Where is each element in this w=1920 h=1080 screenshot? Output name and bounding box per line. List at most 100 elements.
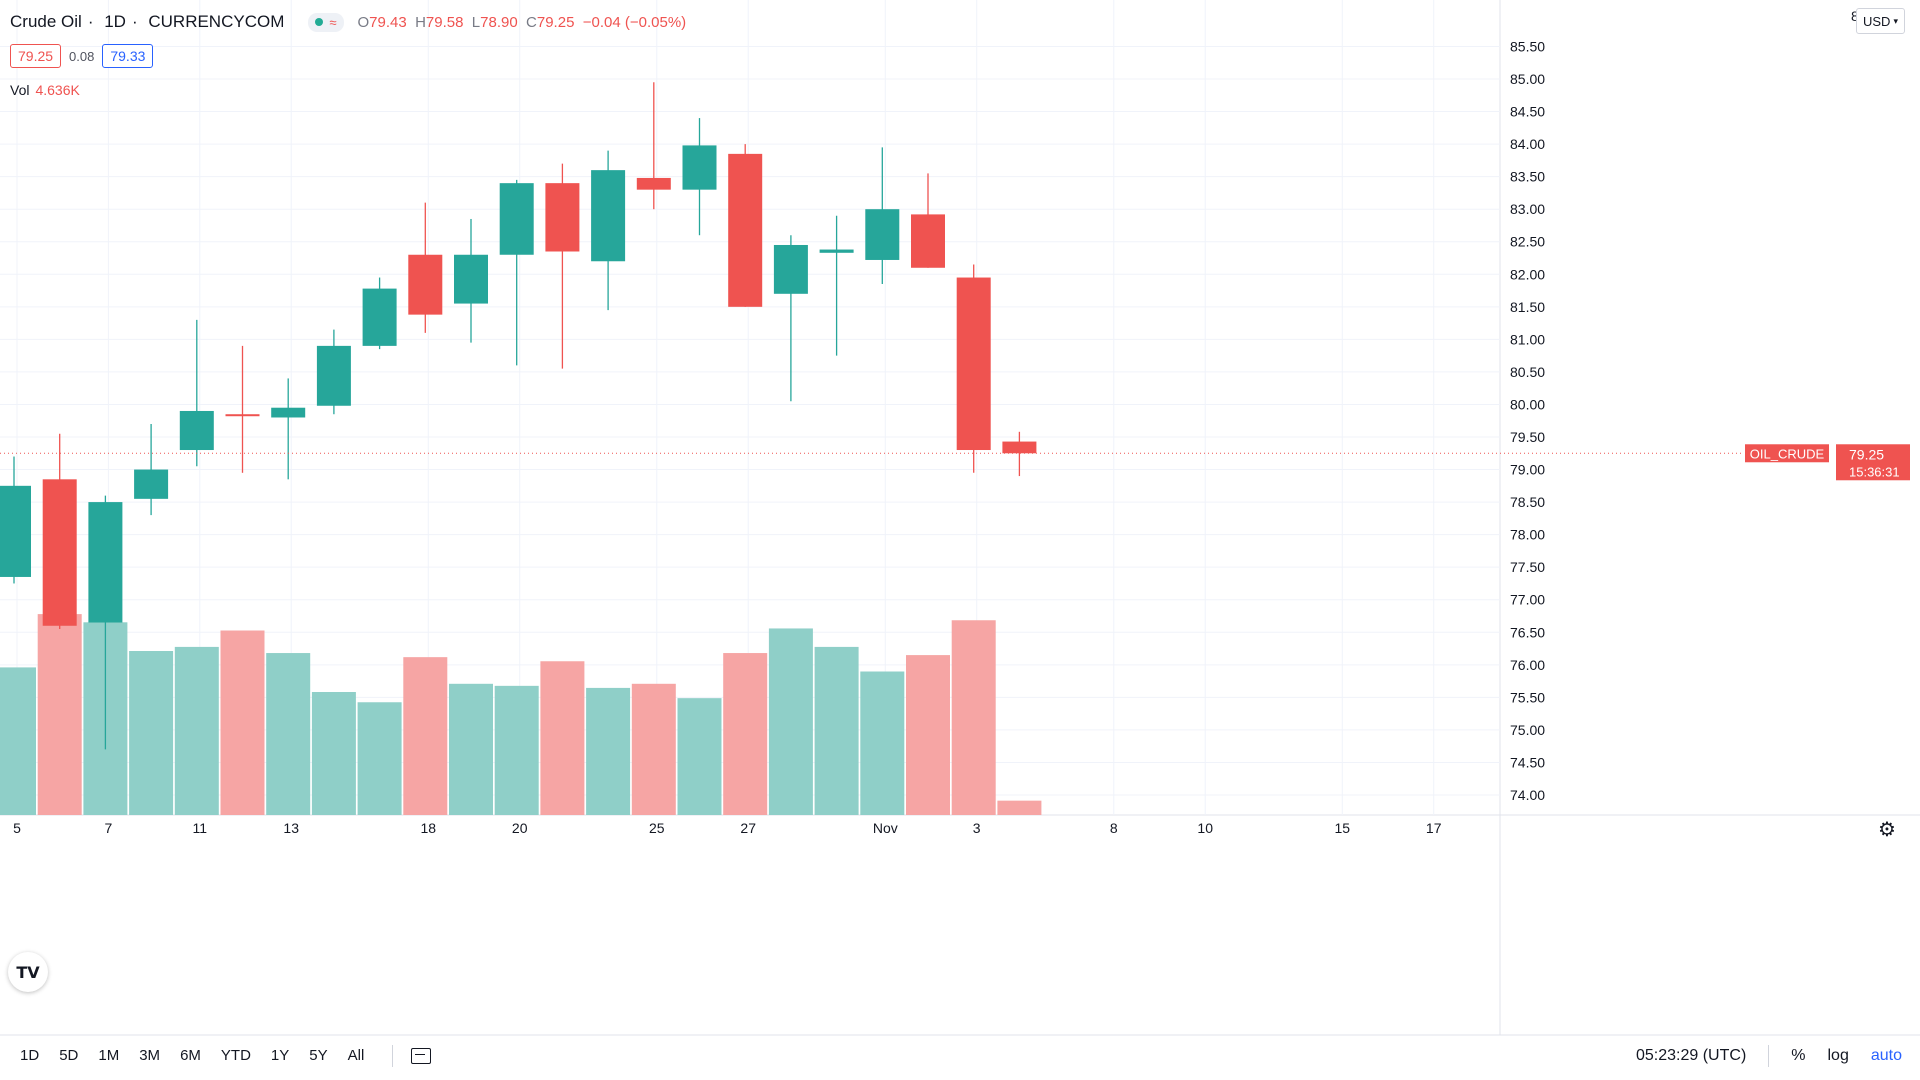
- quote-row: 79.25 0.08 79.33: [10, 42, 154, 70]
- symbol-legend: Crude Oil · 1D · CURRENCYCOM ≈ O79.43 H79.…: [10, 10, 686, 34]
- x-tick-label: 27: [740, 820, 756, 836]
- candle-body: [911, 214, 945, 268]
- volume-label: Vol: [10, 82, 30, 98]
- bottom-toolbar: 1D 5D 1M 3M 6M YTD 1Y 5Y All 05:23:29 (U…: [0, 1035, 1920, 1076]
- y-tick-label: 76.50: [1510, 624, 1545, 640]
- x-tick-label: 18: [421, 820, 437, 836]
- volume-bar: [906, 655, 950, 815]
- settings-gear-icon[interactable]: ⚙: [1878, 819, 1896, 841]
- volume-bar: [631, 683, 676, 815]
- symbol-name: Crude Oil: [10, 12, 82, 31]
- volume-bar: [220, 630, 265, 815]
- ohlc-change: −0.04 (−0.05%): [582, 13, 687, 31]
- volume-bar: [266, 653, 311, 815]
- candle-body: [1002, 441, 1037, 454]
- symbol-tag-bg: [1745, 444, 1829, 463]
- ohlc-low: 78.90: [480, 13, 518, 31]
- x-tick-label: 3: [973, 820, 981, 836]
- volume-bar: [860, 671, 905, 815]
- y-tick-label: 78.00: [1510, 527, 1545, 543]
- volume-bar: [311, 692, 356, 815]
- candle-body: [0, 485, 31, 577]
- x-tick-label: 17: [1426, 820, 1442, 836]
- ohlc-values: O79.43 H79.58 L78.90 C79.25 −0.04 (−0.05…: [357, 13, 687, 31]
- candle-body: [316, 345, 351, 406]
- volume-bar: [174, 646, 219, 815]
- spread-value: 0.08: [69, 48, 95, 64]
- x-tick-label: 15: [1335, 820, 1351, 836]
- range-3m-button[interactable]: 3M: [139, 1047, 161, 1064]
- symbol-title[interactable]: Crude Oil · 1D · CURRENCYCOM: [10, 12, 285, 31]
- volume-bar: [37, 614, 82, 815]
- buy-button[interactable]: 79.33: [102, 44, 154, 68]
- volume-bar: [951, 620, 996, 815]
- volume-value: 4.636K: [35, 82, 80, 98]
- x-tick-label: 5: [13, 820, 21, 836]
- volume-bar: [540, 661, 585, 815]
- volume-bar: [814, 646, 859, 815]
- last-price-tag-value: 79.25: [1849, 446, 1884, 462]
- y-tick-label: 74.00: [1510, 787, 1545, 803]
- market-open-dot-icon: [315, 18, 324, 26]
- y-tick-label: 79.00: [1510, 462, 1545, 478]
- x-tick-label: 8: [1110, 820, 1118, 836]
- volume-bar: [997, 800, 1042, 815]
- wave-icon: ≈: [329, 14, 337, 30]
- candle-body: [682, 145, 717, 190]
- toolbar-right: 05:23:29 (UTC) % log auto: [1636, 1035, 1902, 1076]
- candle-body: [88, 502, 123, 623]
- market-status-pill[interactable]: ≈: [308, 12, 344, 32]
- go-to-date-icon[interactable]: [411, 1047, 432, 1064]
- volume-bar: [723, 653, 768, 815]
- candle-body: [956, 277, 991, 451]
- range-5d-button[interactable]: 5D: [59, 1047, 79, 1064]
- candle-body: [545, 183, 580, 252]
- y-tick-label: 84.50: [1510, 104, 1545, 120]
- y-tick-label: 84.00: [1510, 136, 1545, 152]
- auto-scale-button[interactable]: auto: [1870, 1046, 1902, 1064]
- symbol-tag-label: OIL_CRUDE: [1750, 446, 1825, 461]
- ohlc-close: 79.25: [536, 13, 575, 31]
- volume-bar: [586, 687, 631, 815]
- range-ytd-button[interactable]: YTD: [220, 1047, 251, 1064]
- sell-button[interactable]: 79.25: [10, 44, 62, 68]
- candle-body: [134, 469, 169, 499]
- x-tick-label: 20: [512, 820, 528, 836]
- y-tick-label: 81.00: [1510, 331, 1545, 347]
- y-tick-label: 83.50: [1510, 169, 1545, 185]
- bar-countdown-value: 15:36:31: [1849, 464, 1900, 479]
- volume-bar: [0, 667, 36, 815]
- y-tick-label: 8: [1851, 8, 1859, 24]
- y-tick-label: 75.50: [1510, 689, 1545, 705]
- candle-body: [271, 407, 306, 418]
- chevron-down-icon: ▾: [1893, 15, 1898, 26]
- y-tick-label: 76.00: [1510, 657, 1545, 673]
- percent-scale-button[interactable]: %: [1791, 1046, 1806, 1064]
- candle-body: [179, 410, 214, 451]
- volume-bar: [677, 698, 722, 815]
- candle-body: [636, 177, 671, 190]
- y-tick-label: 75.00: [1510, 722, 1545, 738]
- x-tick-label: 7: [105, 820, 113, 836]
- range-5y-button[interactable]: 5Y: [309, 1047, 328, 1064]
- y-tick-label: 81.50: [1510, 299, 1545, 315]
- volume-bar: [129, 651, 174, 815]
- range-1y-button[interactable]: 1Y: [270, 1047, 290, 1064]
- y-tick-label: 80.00: [1510, 396, 1545, 412]
- range-1d-button[interactable]: 1D: [20, 1047, 40, 1064]
- range-all-button[interactable]: All: [347, 1047, 365, 1064]
- candle-body: [819, 249, 854, 253]
- volume-bar: [494, 685, 539, 815]
- log-scale-button[interactable]: log: [1827, 1046, 1849, 1064]
- range-6m-button[interactable]: 6M: [180, 1047, 201, 1064]
- range-1m-button[interactable]: 1M: [98, 1047, 120, 1064]
- candle-body: [728, 153, 763, 307]
- tradingview-logo[interactable]: TV: [8, 952, 48, 992]
- volume-bar: [768, 628, 813, 815]
- currency-button[interactable]: USD ▾: [1856, 8, 1905, 34]
- y-tick-label: 79.50: [1510, 429, 1545, 445]
- y-tick-label: 77.50: [1510, 559, 1545, 575]
- utc-clock[interactable]: 05:23:29 (UTC): [1636, 1046, 1747, 1064]
- x-tick-label: 11: [193, 820, 208, 836]
